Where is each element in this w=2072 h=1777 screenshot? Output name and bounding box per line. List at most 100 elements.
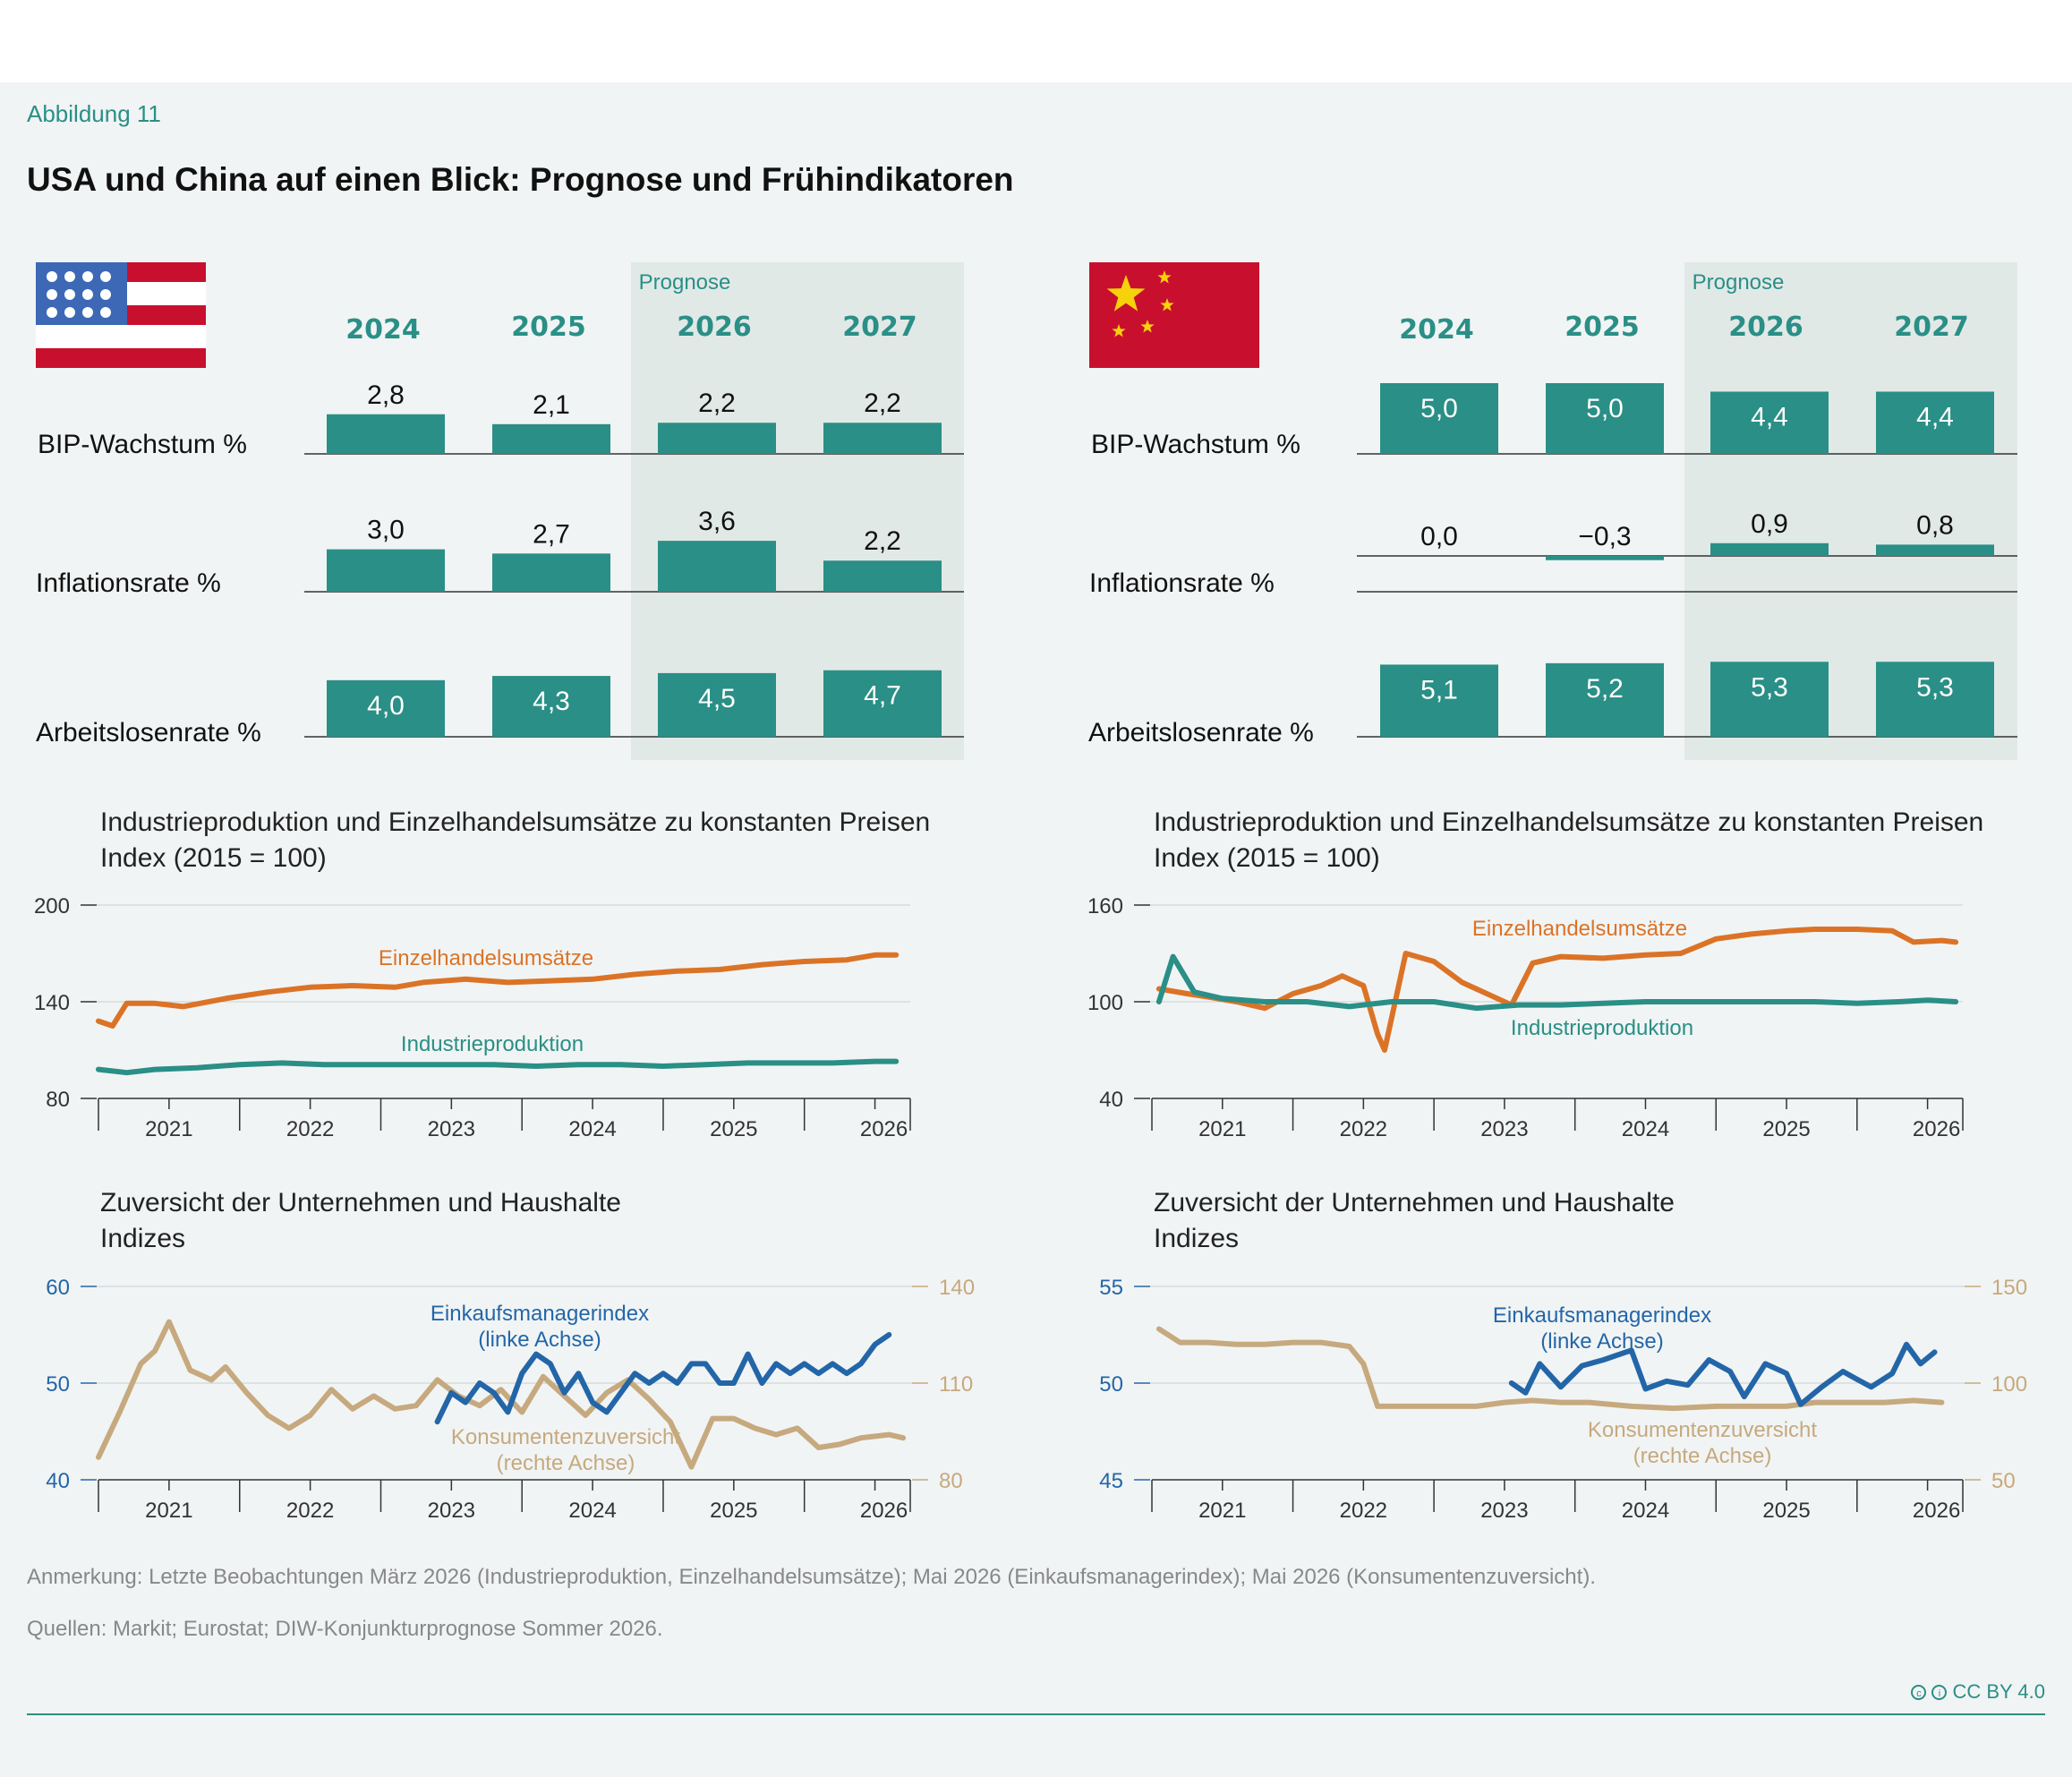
figure-title: USA und China auf einen Blick: Prognose …	[27, 161, 1014, 198]
bar-panels: 2,8 2,1 2,2 2,2 3,0 2,7 3,6 2,2 4,0 4,3 4,5 4,7 5,0 5…	[304, 380, 2017, 738]
x-tick-label: 2022	[1340, 1499, 1387, 1523]
series-line	[434, 1332, 892, 1425]
y-tick-label-left: 50	[1099, 1372, 1123, 1397]
x-tick-label: 2021	[145, 1499, 192, 1523]
series-line	[96, 1319, 907, 1470]
y-tick-label-left: 60	[46, 1276, 70, 1300]
series-label: (linke Achse)	[478, 1328, 601, 1352]
series-label: (linke Achse)	[1540, 1329, 1663, 1354]
bar	[492, 423, 610, 454]
chart-subtitle: Indizes	[1154, 1224, 1239, 1253]
bar	[1380, 383, 1498, 454]
series-label: Industrieproduktion	[401, 1032, 584, 1056]
y-tick-label-right: 100	[1991, 1372, 2027, 1397]
chart-title: Zuversicht der Unternehmen und Haushalte	[100, 1188, 621, 1217]
bar-value-label: 2,2	[864, 526, 901, 556]
year-header: 2024	[345, 314, 421, 346]
year-header: 2026	[1728, 312, 1803, 343]
bar-value-label: 0,0	[1420, 522, 1458, 551]
series-label: Industrieproduktion	[1511, 1016, 1693, 1040]
bar	[658, 423, 776, 454]
series-label: (rechte Achse)	[497, 1451, 635, 1475]
x-tick-label: 2025	[710, 1499, 757, 1523]
bar	[492, 553, 610, 592]
y-tick-label: 140	[34, 991, 70, 1015]
x-tick-label: 2022	[286, 1117, 334, 1141]
bar	[1710, 542, 1829, 556]
year-header: 2026	[677, 312, 752, 343]
bar-value-label: 4,0	[367, 691, 405, 721]
license-text: CC BY 4.0	[1952, 1680, 2045, 1703]
row-label-gdp: BIP-Wachstum %	[38, 430, 247, 459]
license-badge[interactable]: c i CC BY 4.0	[1911, 1680, 2045, 1704]
bar-value-label: 2,2	[864, 389, 901, 418]
bar-value-label: 3,0	[367, 516, 405, 545]
bar	[658, 672, 776, 737]
x-tick-label: 2021	[1198, 1499, 1246, 1523]
series-line	[1155, 953, 1959, 1012]
y-tick-label-right: 50	[1991, 1469, 2016, 1493]
y-tick-label: 80	[46, 1088, 70, 1112]
chart-title: Zuversicht der Unternehmen und Haushalte	[1154, 1188, 1675, 1217]
chart-title: Industrieproduktion und Einzelhandelsums…	[100, 807, 930, 837]
x-tick-label: 2022	[286, 1499, 334, 1523]
y-tick-label-left: 55	[1099, 1276, 1123, 1300]
y-tick-label: 200	[34, 894, 70, 918]
x-tick-label: 2026	[1913, 1117, 1960, 1141]
series-label: Konsumentenzuversicht	[1588, 1418, 1817, 1442]
y-tick-label: 160	[1087, 894, 1123, 918]
bar	[1546, 383, 1664, 454]
by-icon: i	[1931, 1684, 1948, 1700]
series-label: (rechte Achse)	[1633, 1444, 1772, 1468]
bar-value-label: 4,4	[1916, 402, 1954, 431]
y-tick-label-right: 110	[939, 1372, 973, 1397]
year-header: 2027	[1894, 312, 1969, 343]
series-label: Einzelhandelsumsätze	[1472, 917, 1687, 941]
y-tick-label: 40	[1099, 1088, 1123, 1112]
bar-value-label: 5,2	[1586, 674, 1624, 704]
bar	[1546, 556, 1664, 560]
x-tick-label: 2024	[1622, 1117, 1669, 1141]
x-tick-label: 2023	[1480, 1499, 1528, 1523]
year-header: 2025	[511, 312, 586, 343]
y-tick-label-left: 50	[46, 1372, 70, 1397]
bar	[823, 670, 942, 737]
series-line	[1508, 1341, 1938, 1407]
bar-value-label: 5,1	[1420, 675, 1458, 705]
x-tick-label: 2026	[860, 1117, 908, 1141]
y-tick-label: 100	[1087, 991, 1123, 1015]
row-label-unemployment: Arbeitslosenrate %	[1088, 718, 1314, 748]
cc-icon: c	[1911, 1684, 1927, 1700]
bar-value-label: 2,1	[533, 390, 570, 420]
x-tick-label: 2025	[710, 1117, 757, 1141]
x-tick-label: 2021	[1198, 1117, 1246, 1141]
bar-value-label: 5,0	[1420, 394, 1458, 423]
x-tick-label: 2025	[1762, 1499, 1810, 1523]
bar-value-label: 4,4	[1751, 402, 1788, 431]
year-header: 2024	[1399, 314, 1474, 346]
bar	[1876, 391, 1994, 454]
bar	[1546, 662, 1664, 737]
forecast-label-china: Prognose	[1693, 270, 1785, 295]
bar-value-label: 4,7	[864, 681, 901, 711]
bar-value-label: 0,8	[1916, 510, 1954, 540]
bar-value-label: 4,5	[698, 684, 736, 713]
note-text: Anmerkung: Letzte Beobachtungen März 202…	[27, 1565, 1596, 1589]
bar	[492, 676, 610, 737]
line-panels: 80 140 200 2021 2022 2023 2024 2025 2026 Einzelha…	[34, 894, 2027, 1523]
bar	[1380, 664, 1498, 737]
bar-value-label: 0,9	[1751, 509, 1788, 539]
forecast-label-usa: Prognose	[639, 270, 731, 295]
bar-value-label: 5,3	[1751, 672, 1788, 702]
y-tick-label-right: 80	[939, 1469, 963, 1493]
x-tick-label: 2024	[1622, 1499, 1669, 1523]
series-label: Einkaufsmanagerindex	[431, 1302, 649, 1326]
chart-subtitle: Indizes	[100, 1224, 185, 1253]
china-flag-icon	[1089, 262, 1259, 368]
y-tick-label-left: 40	[46, 1469, 70, 1493]
x-tick-label: 2026	[1913, 1499, 1960, 1523]
footer-rule	[27, 1713, 2045, 1715]
y-tick-label-right: 140	[939, 1276, 975, 1300]
chart-title: Industrieproduktion und Einzelhandelsums…	[1154, 807, 1983, 837]
row-label-gdp: BIP-Wachstum %	[1091, 430, 1300, 459]
